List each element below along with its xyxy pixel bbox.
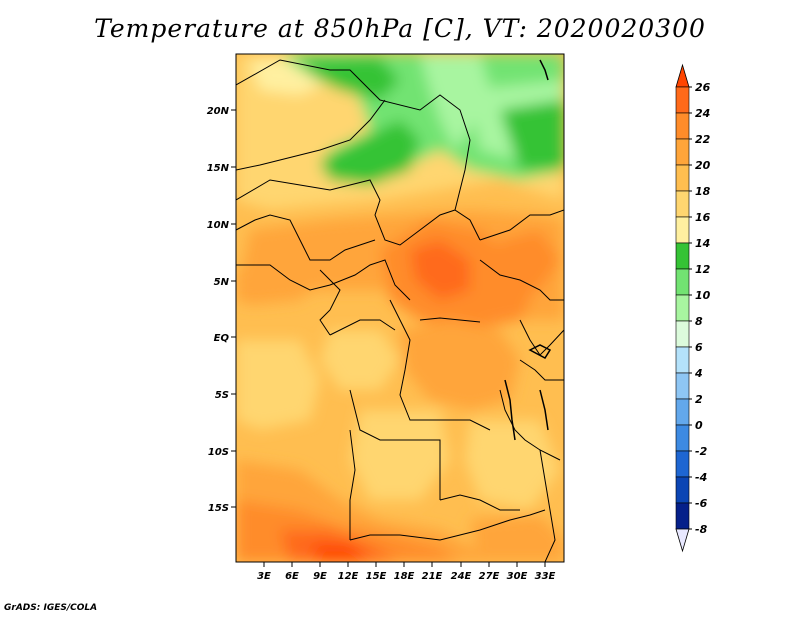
colorbar-segment	[675, 502, 690, 530]
colorbar-segment	[675, 398, 690, 426]
lat-label: 5S	[215, 390, 229, 401]
lat-label: 10N	[207, 220, 230, 231]
lon-label: 6E	[285, 571, 299, 582]
colorbar-segment	[675, 294, 690, 322]
colorbar-segment	[675, 528, 690, 553]
colorbar-label: 2	[695, 393, 703, 406]
lon-label: 30E	[507, 571, 528, 582]
lat-label: 20N	[207, 106, 230, 117]
colorbar-segment	[675, 164, 690, 192]
colorbar-label: 0	[695, 419, 703, 432]
colorbar-label: 10	[695, 289, 711, 302]
colorbar-label: 14	[695, 237, 710, 250]
colorbar-label: 4	[694, 367, 703, 380]
map-frame	[235, 53, 565, 563]
country-borders	[236, 59, 564, 562]
grads-credit: GrADS: IGES/COLA	[4, 603, 98, 613]
lon-label: 24E	[451, 571, 472, 582]
colorbar-segment	[675, 86, 690, 114]
lon-label: 33E	[535, 571, 556, 582]
lon-label: 3E	[257, 571, 271, 582]
lat-label: 15S	[208, 503, 229, 514]
colorbar-segment	[675, 424, 690, 452]
colorbar-segment	[675, 63, 690, 88]
colorbar-segment	[675, 268, 690, 296]
map-title: Temperature at 850hPa [C], VT: 202002030…	[94, 14, 706, 43]
colorbar-label: 8	[695, 315, 703, 328]
colorbar-label: 18	[695, 185, 711, 198]
lat-label: 15N	[207, 163, 230, 174]
lat-label: 5N	[214, 277, 230, 288]
latitude-axis: 20N 15N 10N 5N EQ 5S 10S 15S	[207, 106, 236, 514]
temperature-field	[236, 54, 564, 562]
lon-label: 21E	[422, 571, 443, 582]
longitude-axis: 3E 6E 9E 12E 15E 18E 21E 24E 27E 30E 33E	[257, 562, 556, 582]
lon-label: 9E	[313, 571, 327, 582]
lat-label: EQ	[214, 333, 230, 344]
colorbar-label: -8	[695, 523, 708, 536]
colorbar-label: 12	[695, 263, 711, 276]
colorbar-segment	[675, 242, 690, 270]
colorbar-label: 26	[695, 81, 711, 94]
colorbar-label: 16	[695, 211, 711, 224]
colorbar-label: -4	[695, 471, 707, 484]
colorbar-label: -2	[695, 445, 708, 458]
colorbar-label: 22	[695, 133, 711, 146]
colorbar-segment	[675, 346, 690, 374]
colorbar-segment	[675, 112, 690, 140]
colorbar-label: 6	[695, 341, 703, 354]
colorbar-segment	[675, 320, 690, 348]
lon-label: 15E	[366, 571, 387, 582]
colorbar-segment	[675, 190, 690, 218]
lon-label: 27E	[479, 571, 500, 582]
lat-label: 10S	[208, 447, 229, 458]
colorbar-label: -6	[695, 497, 708, 510]
colorbar-segment	[675, 372, 690, 400]
colorbar-segment	[675, 476, 690, 504]
colorbar-label: 24	[695, 107, 710, 120]
colorbar-segment	[675, 216, 690, 244]
colorbar-segment	[675, 138, 690, 166]
colorbar-label: 20	[695, 159, 711, 172]
lon-label: 12E	[338, 571, 359, 582]
colorbar-segment	[675, 450, 690, 478]
lon-label: 18E	[394, 571, 415, 582]
